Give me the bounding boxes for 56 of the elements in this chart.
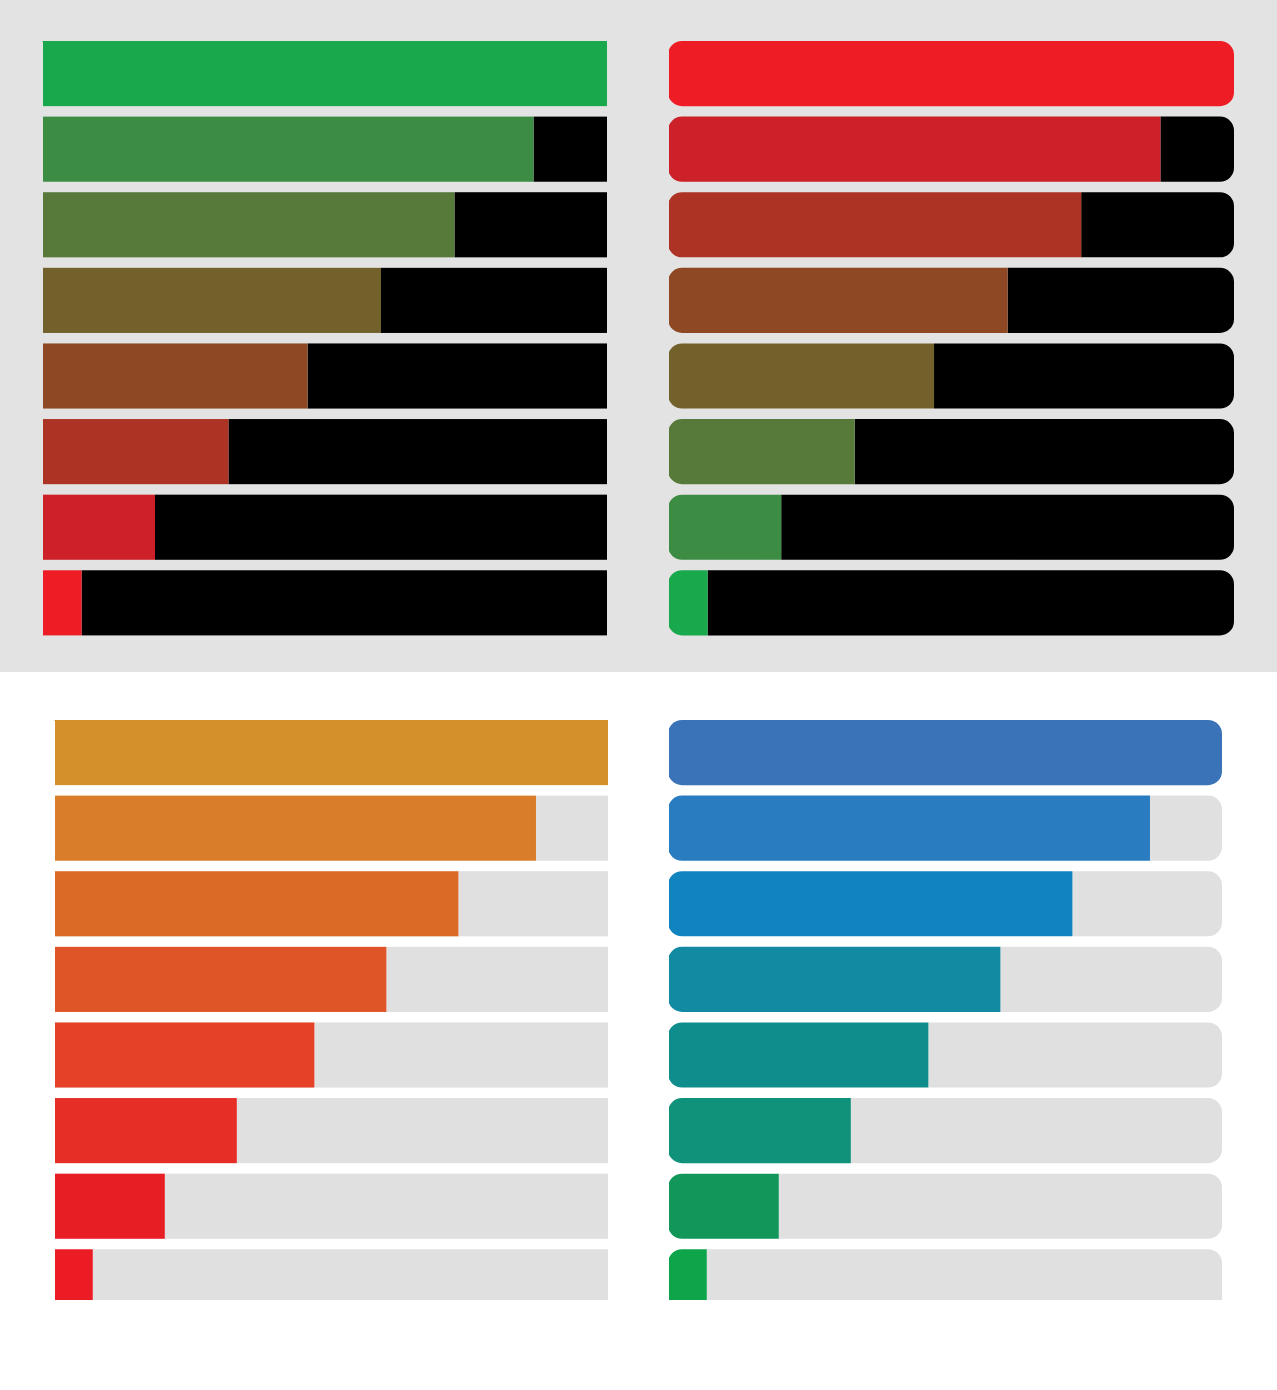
bar: [42, 343, 308, 409]
bar: [1081, 192, 1234, 258]
bar: [454, 192, 607, 258]
bar: [668, 1098, 851, 1164]
bar: [54, 1022, 315, 1088]
bar: [54, 795, 536, 861]
bar: [535, 795, 608, 861]
bar: [668, 946, 1001, 1012]
bar: [1000, 946, 1222, 1012]
bar: [54, 946, 387, 1012]
bar: [81, 570, 607, 636]
bar: [1007, 267, 1234, 333]
bar: [850, 1098, 1222, 1164]
bar: [668, 494, 782, 560]
bar: [668, 192, 1082, 258]
bar: [42, 192, 455, 258]
bar: [1072, 871, 1222, 937]
bar: [458, 871, 608, 937]
bar: [42, 494, 155, 560]
bar: [54, 1098, 237, 1164]
bar: [42, 570, 82, 636]
bar: [42, 116, 534, 182]
bar: [314, 1022, 608, 1088]
bar: [668, 795, 1150, 861]
bar: [668, 41, 1234, 107]
bar: [1160, 116, 1234, 182]
bar: [386, 946, 608, 1012]
bar: [54, 720, 608, 786]
bar: [854, 419, 1234, 485]
bar: [236, 1098, 608, 1164]
bar: [42, 41, 607, 107]
bar: [668, 267, 1008, 333]
bar: [155, 494, 607, 560]
bar: [668, 1022, 929, 1088]
bar: [668, 419, 855, 485]
bar: [54, 871, 459, 937]
bar: [54, 1173, 165, 1239]
bar: [307, 343, 607, 409]
bar: [781, 494, 1234, 560]
bar: [668, 116, 1161, 182]
bar: [1149, 795, 1222, 861]
bar: [164, 1173, 608, 1239]
bar: [778, 1173, 1222, 1239]
bar: [533, 116, 607, 182]
bar: [707, 570, 1234, 636]
bar: [42, 267, 381, 333]
bar: [381, 267, 607, 333]
bar: [668, 343, 935, 409]
bar: [668, 720, 1222, 786]
bar: [668, 871, 1073, 937]
bar: [668, 1173, 779, 1239]
bar: [928, 1022, 1222, 1088]
bar: [668, 570, 708, 636]
bar: [934, 343, 1234, 409]
bar: [228, 419, 607, 485]
bar: [42, 419, 229, 485]
